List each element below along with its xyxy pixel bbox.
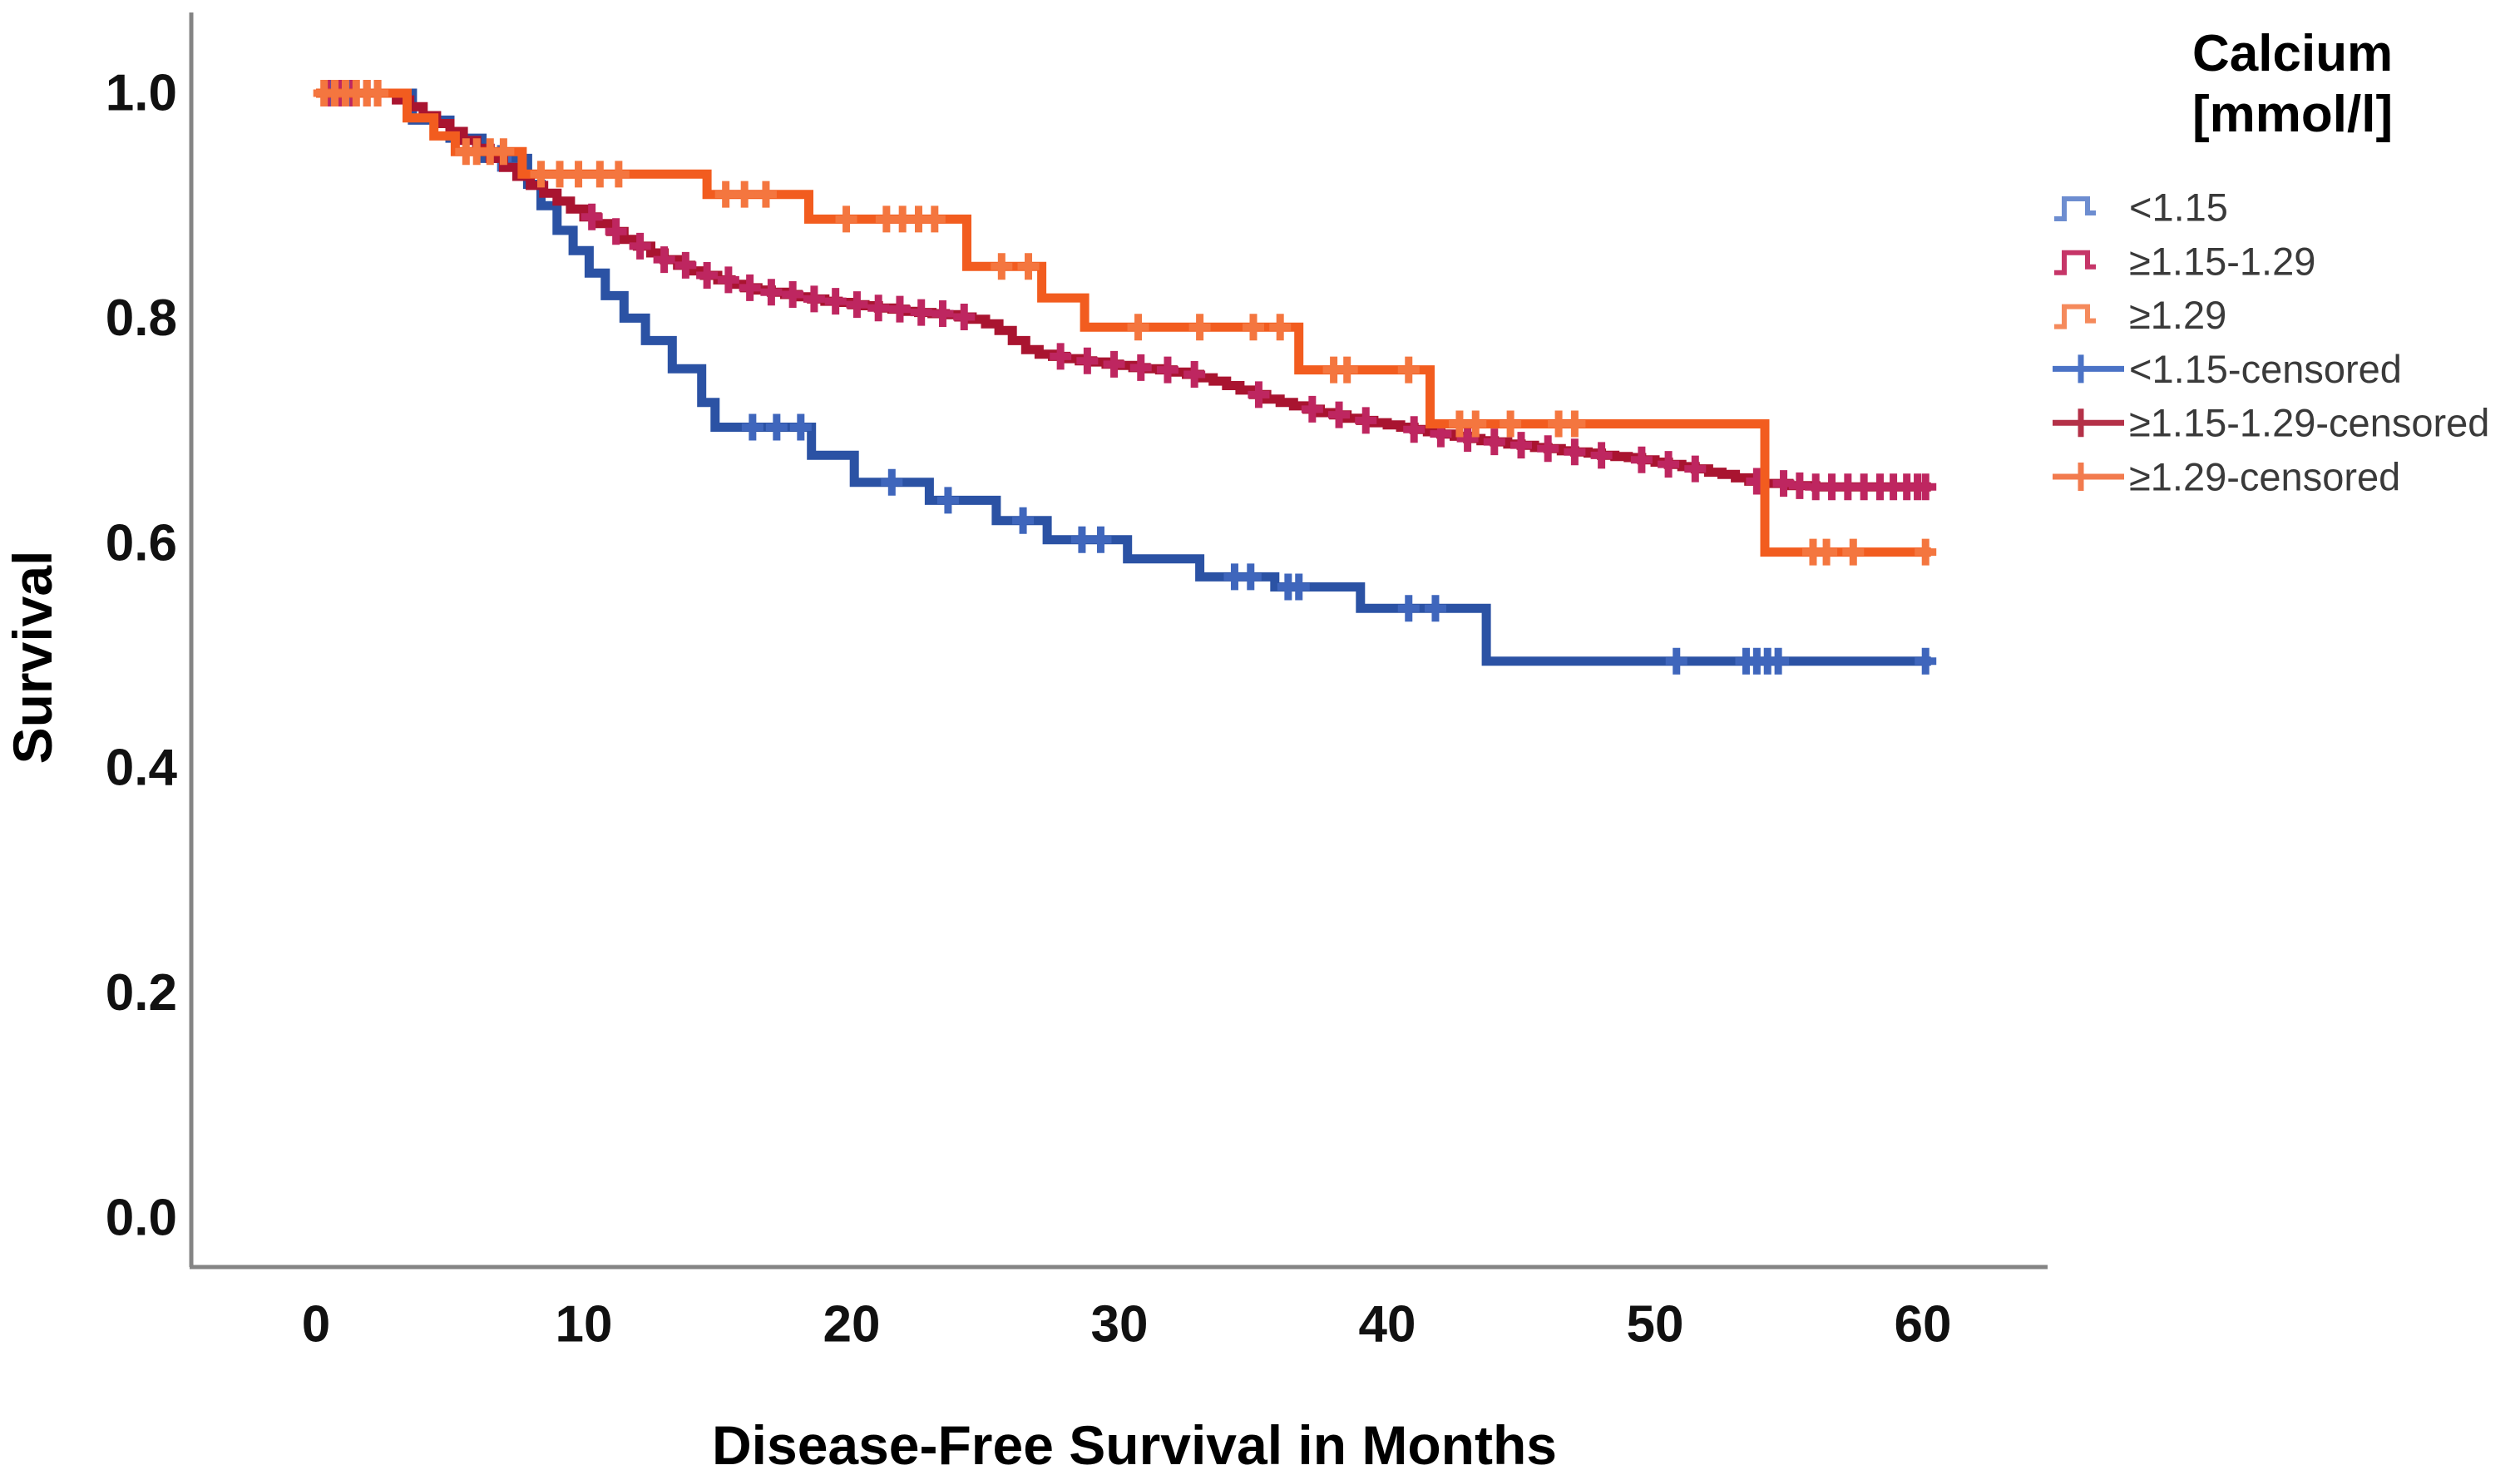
tick-labels: 0.0 0.2 0.4 0.6 0.8 1.0 0 10 20 30 40 50 60 (106, 65, 1952, 1354)
legend-item: ≥1.15-1.29-censored (2053, 401, 2489, 445)
legend-title-line1: Calcium (2192, 25, 2393, 82)
legend-item-label: <1.15-censored (2129, 347, 2402, 391)
y-tick-label: 0.8 (106, 290, 177, 347)
x-tick-label: 50 (1627, 1296, 1684, 1354)
x-axis-title: Disease-Free Survival in Months (712, 1414, 1557, 1476)
x-tick-label: 60 (1895, 1296, 1952, 1354)
legend-item-label: <1.15 (2129, 186, 2228, 230)
x-tick-label: 0 (302, 1296, 330, 1354)
legend-item: <1.15 (2054, 186, 2228, 230)
x-tick-label: 20 (823, 1296, 881, 1354)
y-tick-label: 0.2 (106, 964, 177, 1022)
legend-step-line-icon (2054, 250, 2096, 275)
legend-item: ≥1.29-censored (2053, 455, 2400, 499)
legend-item: <1.15-censored (2053, 347, 2402, 391)
survival-curves (313, 80, 1937, 675)
legend-item: ≥1.15-1.29 (2054, 239, 2315, 283)
censor-marks-2 (313, 80, 1937, 566)
y-tick-label: 0.6 (106, 514, 177, 572)
x-tick-label: 10 (556, 1296, 613, 1354)
y-tick-label: 0.0 (106, 1190, 177, 1247)
x-tick-label: 40 (1359, 1296, 1416, 1354)
y-tick-label: 0.4 (106, 740, 178, 797)
legend-step-line-icon (2054, 196, 2096, 221)
legend-item: ≥1.29 (2054, 293, 2226, 337)
legend-step-line-icon (2054, 304, 2096, 329)
legend-item-label: ≥1.15-1.29 (2129, 239, 2315, 283)
censor-marks-0 (321, 80, 1937, 675)
y-tick-label: 1.0 (106, 65, 177, 122)
axes (189, 12, 2048, 1270)
legend: Calcium [mmol/l] <1.15 ≥1.15-1.29 ≥1.29 <1.… (2053, 25, 2489, 499)
legend-item-label: ≥1.29-censored (2129, 455, 2400, 499)
x-tick-label: 30 (1091, 1296, 1149, 1354)
censor-marks-1 (315, 80, 1937, 501)
legend-item-label: ≥1.29 (2129, 293, 2226, 337)
y-axis-title: Survival (2, 551, 63, 765)
legend-title-line2: [mmol/l] (2192, 86, 2393, 143)
legend-item-label: ≥1.15-1.29-censored (2129, 401, 2489, 445)
